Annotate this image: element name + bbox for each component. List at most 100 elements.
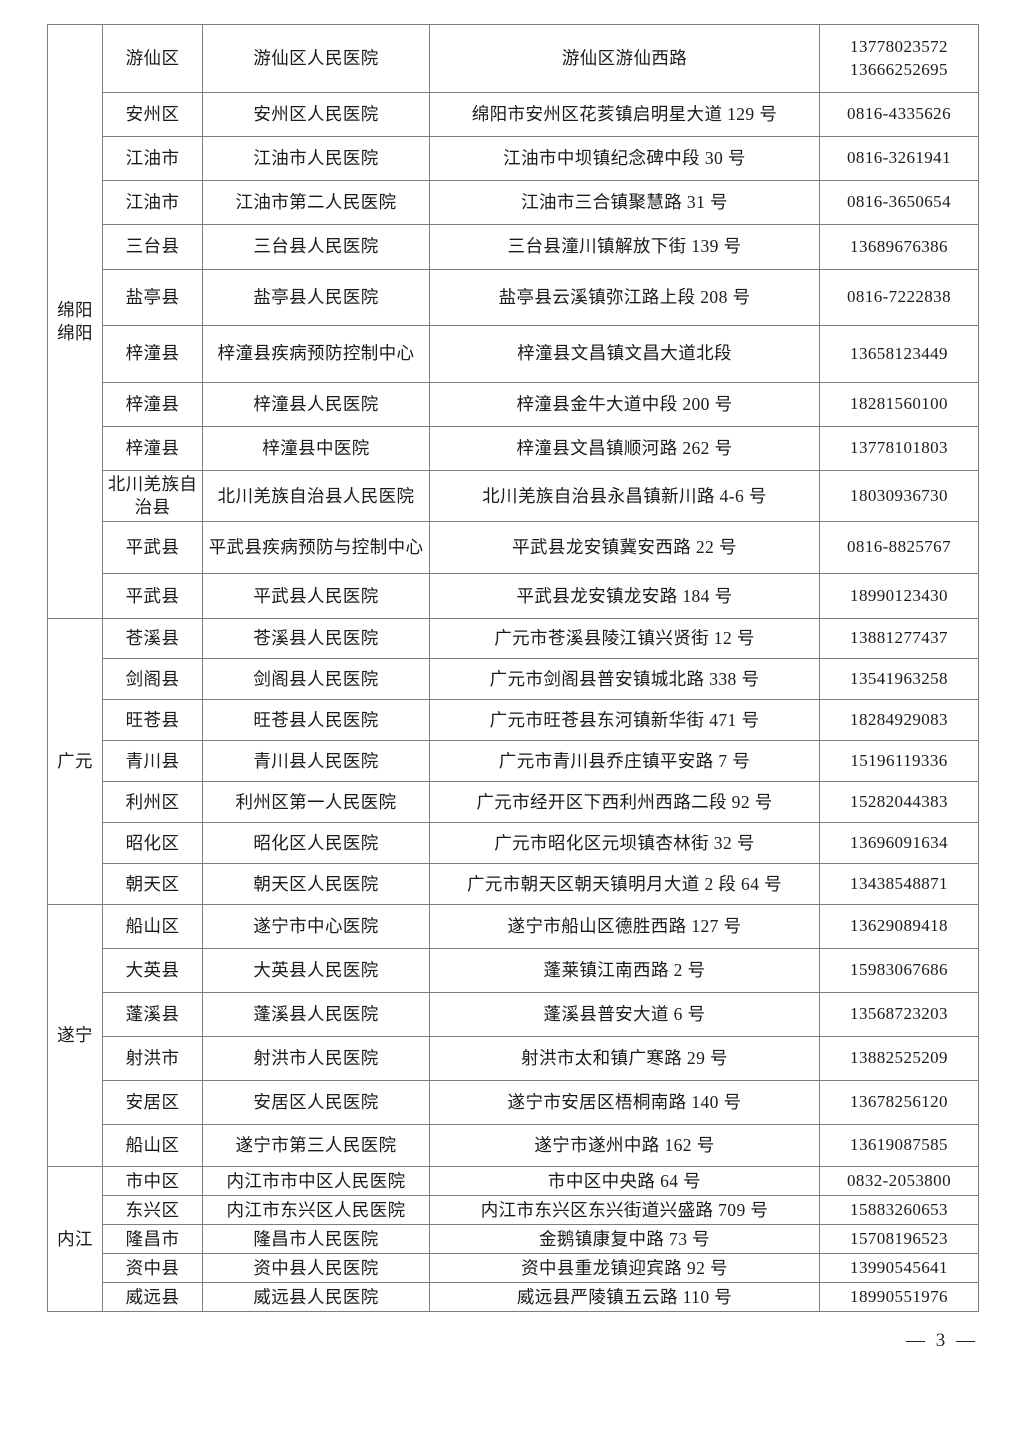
region-label-stack: 内江 — [51, 1228, 99, 1251]
district-cell: 安居区 — [102, 1080, 203, 1126]
table-row: 梓潼县 梓潼县中医院 梓潼县文昌镇顺河路 262 号 13778101803 — [48, 426, 979, 471]
inst-cell: 游仙区人民医院 — [202, 24, 430, 93]
address-cell: 游仙区游仙西路 — [429, 24, 820, 93]
table-row: 资中县 资中县人民医院 资中县重龙镇迎宾路 92 号 13990545641 — [48, 1253, 979, 1284]
table-row: 安州区 安州区人民医院 绵阳市安州区花荄镇启明星大道 129 号 0816-43356… — [48, 92, 979, 137]
district-cell: 江油市 — [102, 180, 203, 225]
inst-cell: 青川县人民医院 — [202, 740, 430, 783]
table-row: 威远县 威远县人民医院 威远县严陵镇五云路 110 号 18990551976 — [48, 1282, 979, 1313]
table-row: 平武县 平武县人民医院 平武县龙安镇龙安路 184 号 18990123430 — [48, 573, 979, 620]
inst-cell: 遂宁市中心医院 — [202, 904, 430, 950]
table-row: 绵阳 绵阳 游仙区 游仙区人民医院 游仙区游仙西路 13778023572 1366625… — [47, 23, 979, 620]
table-row: 江油市 江油市第二人民医院 江油市三合镇聚慧路 31 号 0816-3650654 — [48, 180, 979, 225]
inst-cell: 平武县人民医院 — [202, 573, 430, 620]
region-label: 绵阳 — [57, 322, 93, 343]
region-cell: 遂宁 — [47, 904, 103, 1168]
phone-cell: 15196119336 — [819, 740, 979, 783]
phone-cell: 15883260653 — [819, 1195, 979, 1226]
region-label-stack: 遂宁 — [51, 1024, 99, 1047]
region-label: 绵阳 — [57, 299, 93, 320]
address-cell: 广元市昭化区元坝镇杏林街 32 号 — [429, 822, 820, 865]
address-cell: 威远县严陵镇五云路 110 号 — [429, 1282, 820, 1313]
inst-cell: 威远县人民医院 — [202, 1282, 430, 1313]
phone-cell: 13778023572 13666252695 — [819, 24, 979, 93]
table-row: 蓬溪县 蓬溪县人民医院 蓬溪县普安大道 6 号 13568723203 — [48, 992, 979, 1038]
address-cell: 内江市东兴区东兴街道兴盛路 709 号 — [429, 1195, 820, 1226]
district-cell: 蓬溪县 — [102, 992, 203, 1038]
address-cell: 广元市旺苍县东河镇新华街 471 号 — [429, 699, 820, 742]
address-cell: 广元市经开区下西利州西路二段 92 号 — [429, 781, 820, 824]
phone-cell: 0816-8825767 — [819, 521, 979, 575]
phone-cell: 13678256120 — [819, 1080, 979, 1126]
phone-cell: 13619087585 — [819, 1124, 979, 1168]
address-cell: 蓬莱镇江南西路 2 号 — [429, 948, 820, 994]
district-cell: 船山区 — [102, 904, 203, 950]
address-cell: 梓潼县金牛大道中段 200 号 — [429, 382, 820, 427]
address-cell: 资中县重龙镇迎宾路 92 号 — [429, 1253, 820, 1284]
table-row: 江油市 江油市人民医院 江油市中坝镇纪念碑中段 30 号 0816-3261941 — [48, 136, 979, 181]
phone-cell: 18990123430 — [819, 573, 979, 620]
inst-cell: 梓潼县疾病预防控制中心 — [202, 325, 430, 383]
phone-cell: 13689676386 — [819, 224, 979, 270]
table-row: 遂宁 船山区 遂宁市中心医院 遂宁市船山区德胜西路 127 号 13629089418 — [47, 904, 979, 1168]
inst-cell: 隆昌市人民医院 — [202, 1224, 430, 1255]
region-cell: 广元 — [47, 618, 103, 906]
address-cell: 广元市苍溪县陵江镇兴贤街 12 号 — [429, 618, 820, 660]
address-cell: 蓬溪县普安大道 6 号 — [429, 992, 820, 1038]
table-row: 安居区 安居区人民医院 遂宁市安居区梧桐南路 140 号 13678256120 — [48, 1080, 979, 1126]
phone-cell: 15983067686 — [819, 948, 979, 994]
phone-cell: 0816-3650654 — [819, 180, 979, 225]
phone-cell: 13881277437 — [819, 618, 979, 660]
inst-cell: 江油市第二人民医院 — [202, 180, 430, 225]
district-cell: 梓潼县 — [102, 426, 203, 471]
table-row: 盐亭县 盐亭县人民医院 盐亭县云溪镇弥江路上段 208 号 0816-7222838 — [48, 269, 979, 326]
phone-cell: 13541963258 — [819, 658, 979, 701]
address-cell: 梓潼县文昌镇文昌大道北段 — [429, 325, 820, 383]
inst-cell: 盐亭县人民医院 — [202, 269, 430, 326]
inst-cell: 利州区第一人民医院 — [202, 781, 430, 824]
inst-cell: 苍溪县人民医院 — [202, 618, 430, 660]
address-cell: 广元市朝天区朝天镇明月大道 2 段 64 号 — [429, 863, 820, 906]
phone-cell: 0816-3261941 — [819, 136, 979, 181]
district-cell: 隆昌市 — [102, 1224, 203, 1255]
address-cell: 市中区中央路 64 号 — [429, 1166, 820, 1197]
table-row: 梓潼县 梓潼县疾病预防控制中心 梓潼县文昌镇文昌大道北段 13658123449 — [48, 325, 979, 383]
phone-cell: 13696091634 — [819, 822, 979, 865]
inst-cell: 遂宁市第三人民医院 — [202, 1124, 430, 1168]
address-cell: 遂宁市遂州中路 162 号 — [429, 1124, 820, 1168]
district-cell: 资中县 — [102, 1253, 203, 1284]
page-number-footer: — 3 — — [906, 1330, 978, 1351]
phone-cell: 0816-4335626 — [819, 92, 979, 137]
inst-cell: 梓潼县中医院 — [202, 426, 430, 471]
region-label: 内江 — [57, 1228, 93, 1249]
address-cell: 射洪市太和镇广寒路 29 号 — [429, 1036, 820, 1082]
district-cell: 剑阁县 — [102, 658, 203, 701]
table-row: 朝天区 朝天区人民医院 广元市朝天区朝天镇明月大道 2 段 64 号 13438548… — [48, 863, 979, 906]
inst-cell: 内江市东兴区人民医院 — [202, 1195, 430, 1226]
phone-cell: 13778101803 — [819, 426, 979, 471]
district-cell: 东兴区 — [102, 1195, 203, 1226]
table-body: 绵阳 绵阳 游仙区 游仙区人民医院 游仙区游仙西路 13778023572 1366625… — [47, 23, 979, 1313]
district-cell: 利州区 — [102, 781, 203, 824]
hospital-contact-table: 绵阳 绵阳 游仙区 游仙区人民医院 游仙区游仙西路 13778023572 1366625… — [47, 23, 979, 1313]
table-row: 梓潼县 梓潼县人民医院 梓潼县金牛大道中段 200 号 18281560100 — [48, 382, 979, 427]
table-row: 广元 苍溪县 苍溪县人民医院 广元市苍溪县陵江镇兴贤街 12 号 13881277437 — [47, 618, 979, 906]
district-cell: 昭化区 — [102, 822, 203, 865]
inst-cell: 平武县疾病预防与控制中心 — [202, 521, 430, 575]
district-cell: 游仙区 — [102, 24, 203, 93]
table-row: 东兴区 内江市东兴区人民医院 内江市东兴区东兴街道兴盛路 709 号 15883260… — [48, 1195, 979, 1226]
address-cell: 盐亭县云溪镇弥江路上段 208 号 — [429, 269, 820, 326]
phone-cell: 13568723203 — [819, 992, 979, 1038]
table-row: 隆昌市 隆昌市人民医院 金鹅镇康复中路 73 号 15708196523 — [48, 1224, 979, 1255]
table-row: 利州区 利州区第一人民医院 广元市经开区下西利州西路二段 92 号 152820443… — [48, 781, 979, 824]
address-cell: 江油市中坝镇纪念碑中段 30 号 — [429, 136, 820, 181]
district-cell: 三台县 — [102, 224, 203, 270]
region-label: 广元 — [57, 751, 93, 772]
address-cell: 广元市剑阁县普安镇城北路 338 号 — [429, 658, 820, 701]
district-cell: 平武县 — [102, 521, 203, 575]
inst-cell: 安居区人民医院 — [202, 1080, 430, 1126]
inst-cell: 安州区人民医院 — [202, 92, 430, 137]
inst-cell: 剑阁县人民医院 — [202, 658, 430, 701]
phone-cell: 0832-2053800 — [819, 1166, 979, 1197]
